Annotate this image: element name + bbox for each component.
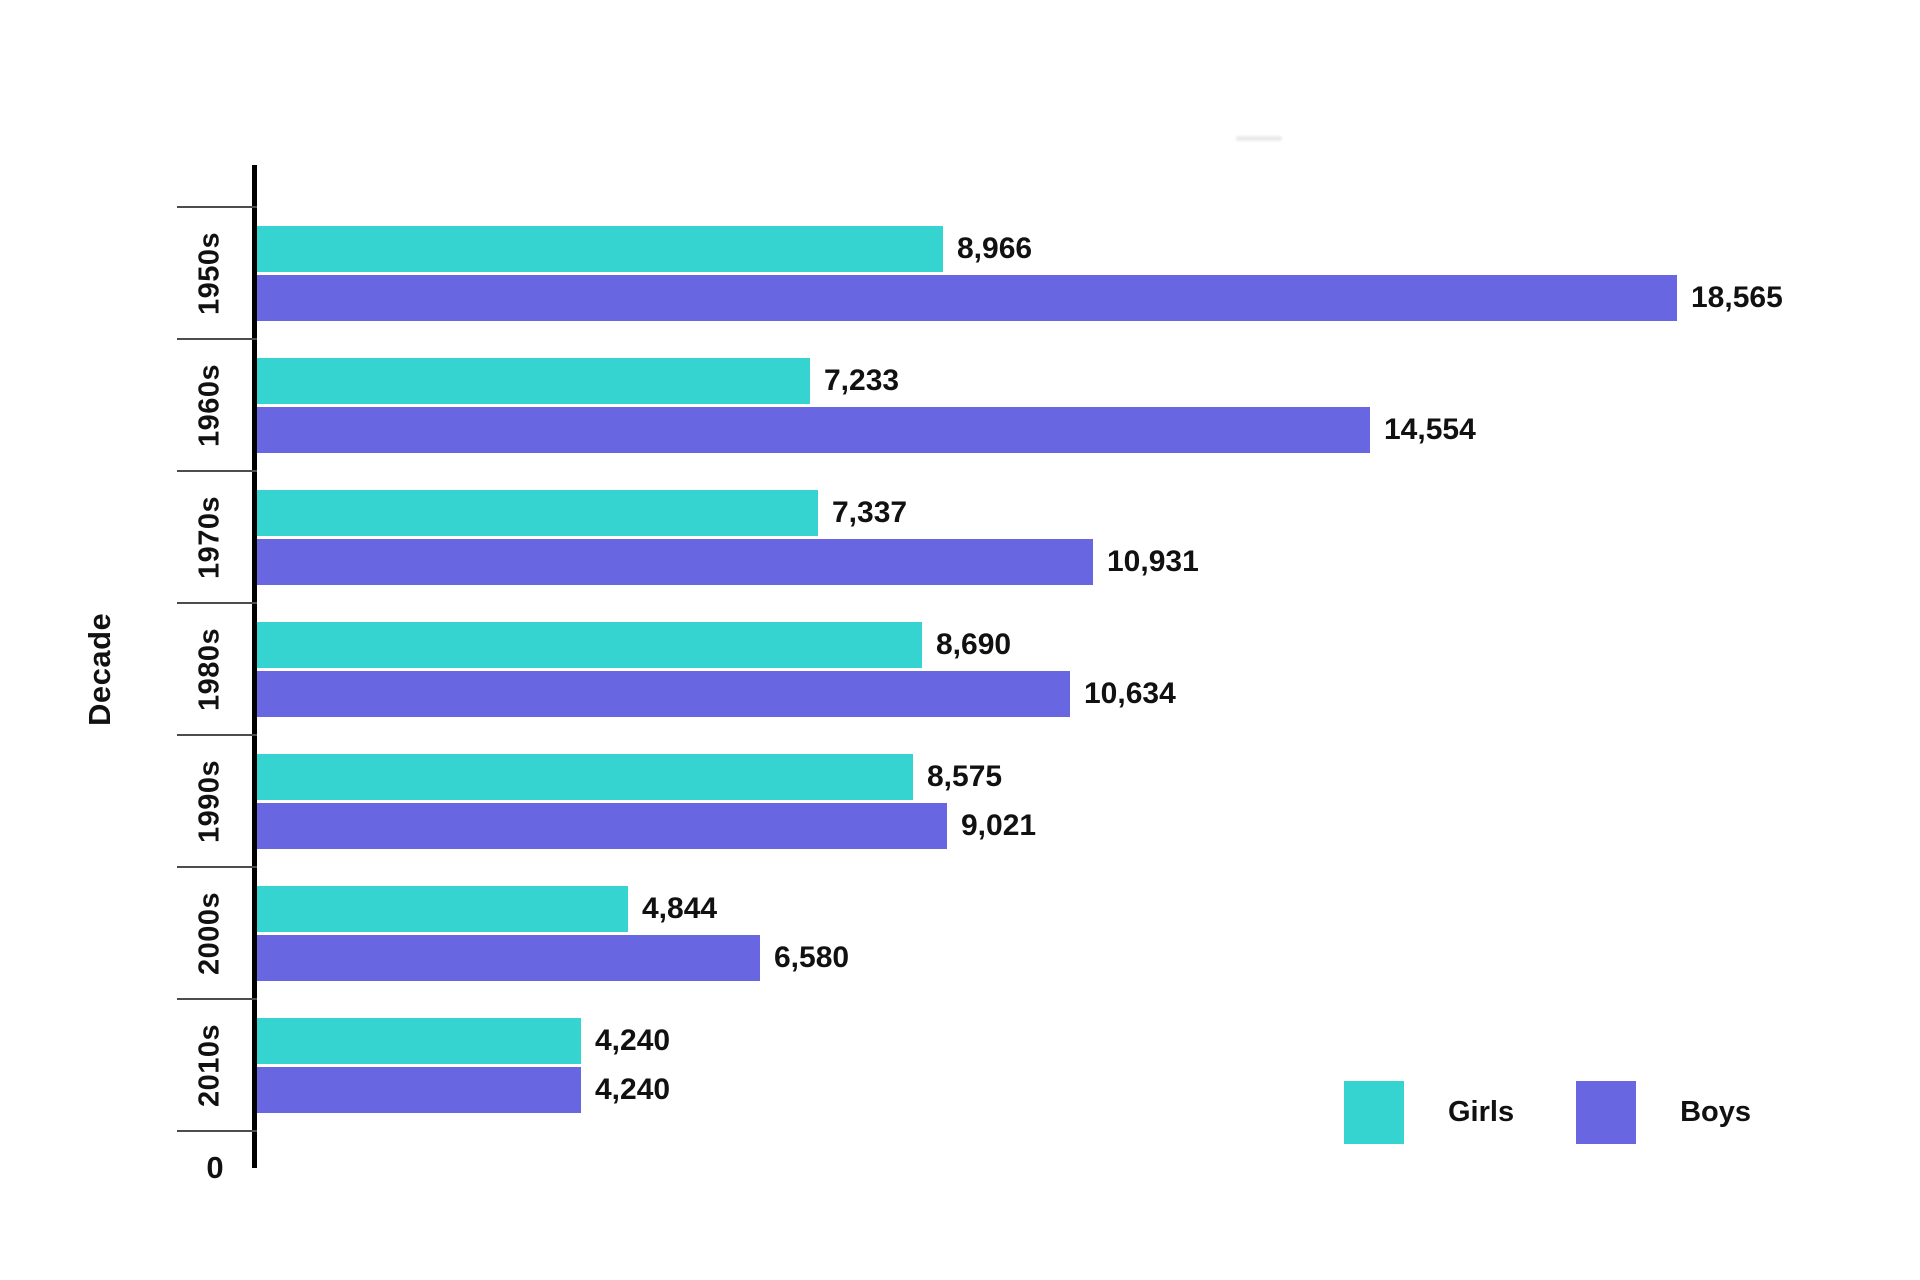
category-divider-line xyxy=(177,1130,257,1132)
legend-item: Girls xyxy=(1344,1081,1514,1144)
legend-item: Boys xyxy=(1576,1081,1751,1144)
girls-bar-line: 8,690 xyxy=(257,622,1857,668)
boys-value-label: 18,565 xyxy=(1691,281,1783,314)
boys-bar-line: 10,931 xyxy=(257,539,1857,585)
boys-bar xyxy=(257,935,760,981)
girls-bar xyxy=(257,226,943,272)
girls-bar-line: 7,233 xyxy=(257,358,1857,404)
category-divider-line xyxy=(177,866,257,868)
boys-bar-line: 14,554 xyxy=(257,407,1857,453)
boys-bar xyxy=(257,275,1677,321)
category-label: 1960s xyxy=(193,363,226,447)
boys-bar-line: 10,634 xyxy=(257,671,1857,717)
boys-bar xyxy=(257,407,1370,453)
boys-value-label: 6,580 xyxy=(774,941,850,974)
bar-pair: 7,233 14,554 xyxy=(257,339,1857,453)
girls-value-label: 7,337 xyxy=(832,496,908,529)
legend-label: Boys xyxy=(1680,1096,1752,1128)
category-label: 1950s xyxy=(193,231,226,315)
girls-value-label: 4,240 xyxy=(595,1024,671,1057)
category-divider-line xyxy=(177,206,257,208)
boys-value-label: 4,240 xyxy=(595,1073,671,1106)
boys-bar-line: 9,021 xyxy=(257,803,1857,849)
girls-bar xyxy=(257,358,810,404)
smudge-artifact xyxy=(1236,136,1282,141)
boys-value-label: 10,634 xyxy=(1084,677,1176,710)
boys-bar xyxy=(257,671,1070,717)
girls-value-label: 7,233 xyxy=(824,364,900,397)
boys-bar-line: 18,565 xyxy=(257,275,1857,321)
girls-bar xyxy=(257,886,628,932)
boys-value-label: 10,931 xyxy=(1107,545,1199,578)
bar-pair: 4,844 6,580 xyxy=(257,867,1857,981)
category-divider-line xyxy=(177,470,257,472)
bar-pair: 8,966 18,565 xyxy=(257,207,1857,321)
boys-value-label: 14,554 xyxy=(1384,413,1476,446)
bar-pair: 7,337 10,931 xyxy=(257,471,1857,585)
legend-swatch xyxy=(1576,1081,1637,1144)
decade-group: 2010s 4,240 4,240 xyxy=(177,998,1857,1132)
category-divider-line xyxy=(177,602,257,604)
girls-bar xyxy=(257,754,913,800)
boys-value-label: 9,021 xyxy=(961,809,1037,842)
girls-bar-line: 4,844 xyxy=(257,886,1857,932)
girls-value-label: 4,844 xyxy=(642,892,718,925)
girls-bar-line: 8,966 xyxy=(257,226,1857,272)
girls-bar xyxy=(257,490,818,536)
bar-pair: 8,575 9,021 xyxy=(257,735,1857,849)
decade-group: 1990s 8,575 9,021 xyxy=(177,734,1857,867)
decade-group: 1980s 8,690 10,634 xyxy=(177,602,1857,735)
category-divider-line xyxy=(177,998,257,1000)
decade-group: 2000s 4,844 6,580 xyxy=(177,866,1857,999)
category-label: 1970s xyxy=(193,495,226,579)
boys-bar xyxy=(257,539,1093,585)
girls-bar-line: 4,240 xyxy=(257,1018,1857,1064)
girls-value-label: 8,690 xyxy=(936,628,1012,661)
category-label: 1990s xyxy=(193,759,226,843)
category-divider-line xyxy=(177,338,257,340)
decade-group: 1950s 8,966 18,565 xyxy=(177,206,1857,339)
category-divider-line xyxy=(177,734,257,736)
girls-value-label: 8,966 xyxy=(957,232,1033,265)
category-label: 2000s xyxy=(193,891,226,975)
legend-swatch xyxy=(1344,1081,1404,1144)
bar-pair: 4,240 4,240 xyxy=(257,999,1857,1113)
boys-bar xyxy=(257,803,947,849)
boys-bar xyxy=(257,1067,581,1113)
legend: Girls Boys xyxy=(1344,1081,1751,1144)
girls-bar-line: 8,575 xyxy=(257,754,1857,800)
decade-group: 1960s 7,233 14,554 xyxy=(177,338,1857,471)
girls-bar xyxy=(257,1018,581,1064)
girls-bar-line: 7,337 xyxy=(257,490,1857,536)
girls-bar xyxy=(257,622,922,668)
boys-bar-line: 4,240 xyxy=(257,1067,1857,1113)
boys-bar-line: 6,580 xyxy=(257,935,1857,981)
category-label: 2010s xyxy=(193,1023,226,1107)
category-label: 1980s xyxy=(193,627,226,711)
y-axis-title: Decade xyxy=(82,612,117,726)
girls-value-label: 8,575 xyxy=(927,760,1003,793)
bar-pair: 8,690 10,634 xyxy=(257,603,1857,717)
plot-area: 1950s 8,966 18,565 1960s 7,233 14,554 xyxy=(177,206,1857,1132)
origin-tick-label: 0 xyxy=(206,1150,224,1185)
decade-group: 1970s 7,337 10,931 xyxy=(177,470,1857,603)
y-axis-line xyxy=(252,165,257,1168)
legend-label: Girls xyxy=(1448,1096,1515,1128)
